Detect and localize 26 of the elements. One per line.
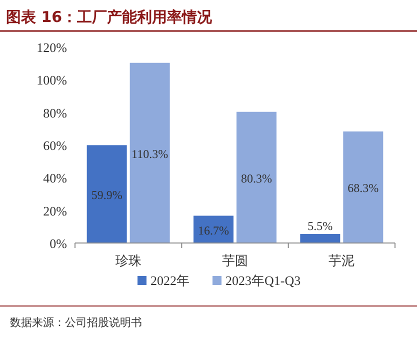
data-label: 110.3% (132, 146, 168, 161)
data-label: 80.3% (241, 171, 272, 186)
bar (130, 62, 170, 243)
bar (194, 216, 234, 243)
y-tick-label: 100% (36, 72, 68, 88)
y-tick-label: 0% (50, 236, 68, 251)
y-tick-label: 120% (36, 40, 68, 55)
x-tick-label: 珍珠 (115, 253, 142, 268)
data-label: 16.7% (198, 223, 229, 238)
legend-label: 2023年Q1-Q3 (226, 273, 301, 288)
legend-label: 2022年 (150, 273, 190, 288)
source-note: 数据来源：公司招股说明书 (10, 316, 142, 329)
chart-title: 图表 16：工厂产能利用率情况 (6, 8, 214, 26)
y-tick-label: 20% (43, 203, 68, 218)
x-tick-label: 芋泥 (328, 253, 355, 268)
bar (343, 131, 384, 243)
y-tick-label: 80% (43, 105, 68, 120)
y-tick-label: 40% (43, 170, 68, 186)
bar (300, 234, 340, 243)
bar (236, 112, 276, 243)
data-label: 59.9% (91, 188, 122, 202)
data-label: 5.5% (308, 219, 333, 234)
x-tick-label: 芋圆 (222, 253, 248, 268)
data-label: 68.3% (348, 181, 379, 196)
bar (86, 145, 127, 243)
y-tick-label: 60% (43, 138, 68, 153)
